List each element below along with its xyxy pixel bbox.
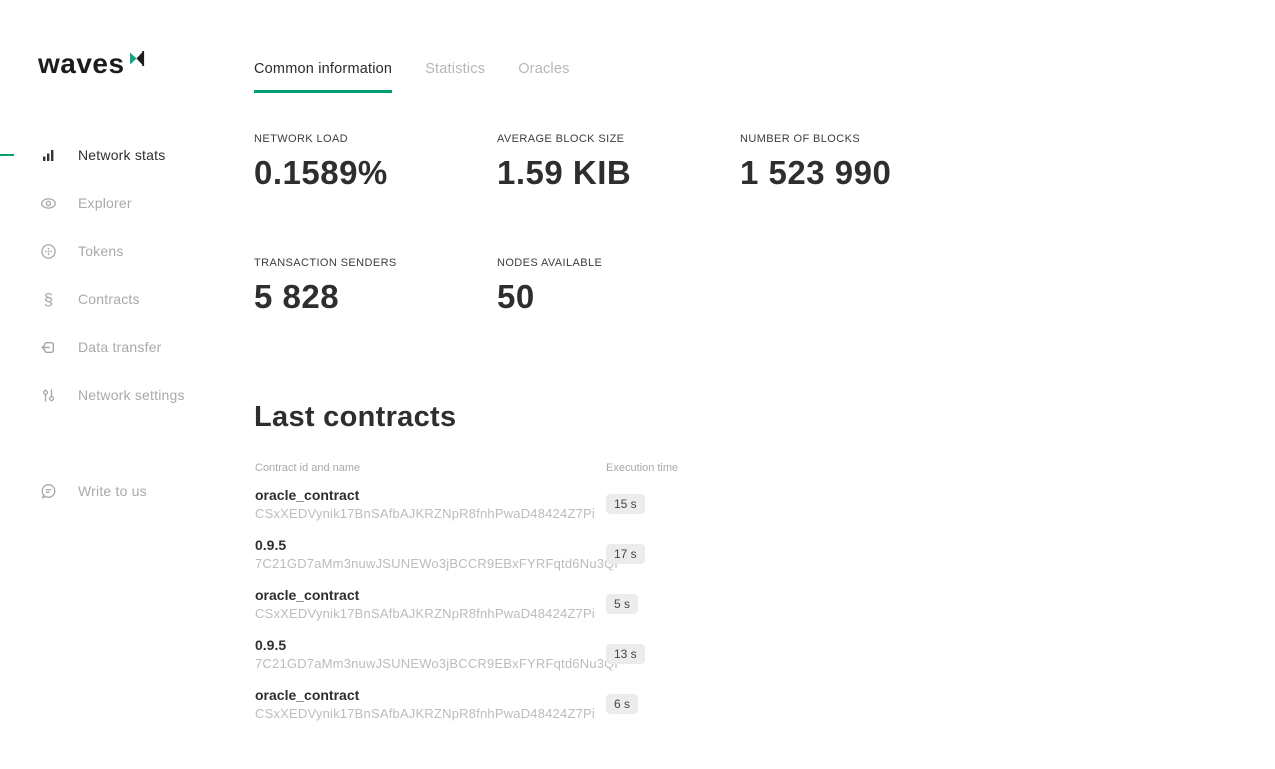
contract-row[interactable]: 0.9.5 7C21GD7aMm3nuwJSUNEWo3jBCCR9EBxFYR…: [255, 532, 725, 582]
execution-time-badge: 6 s: [606, 694, 639, 714]
contract-row[interactable]: 0.9.5 7C21GD7aMm3nuwJSUNEWo3jBCCR9EBxFYR…: [255, 632, 725, 682]
tab-oracles[interactable]: Oracles: [518, 61, 570, 77]
column-header-execution-time: Execution time: [606, 462, 679, 474]
last-contracts-title: Last contracts: [254, 401, 457, 433]
contract-name: oracle_contract: [255, 487, 360, 503]
sidebar-item-label: Write to us: [78, 483, 147, 499]
stat-number-of-blocks: NUMBER OF BLOCKS 1 523 990: [740, 133, 983, 192]
contract-id: CSxXEDVynik17BnSAfbAJKRZNpR8fnhPwaD48424…: [255, 706, 595, 721]
stat-value: 1.59 KIB: [497, 154, 632, 191]
contracts-table: oracle_contract CSxXEDVynik17BnSAfbAJKRZ…: [255, 482, 725, 732]
sidebar-item-network-settings[interactable]: Network settings: [0, 371, 254, 419]
contract-row[interactable]: oracle_contract CSxXEDVynik17BnSAfbAJKRZ…: [255, 482, 725, 532]
stat-value: 0.1589%: [254, 154, 388, 191]
sidebar-item-network-stats[interactable]: Network stats: [0, 131, 254, 179]
coin-icon: [40, 243, 57, 260]
stats-row-2: TRANSACTION SENDERS 5 828 NODES AVAILABL…: [254, 257, 740, 316]
waves-logo-icon: [129, 51, 145, 66]
contract-row[interactable]: oracle_contract CSxXEDVynik17BnSAfbAJKRZ…: [255, 682, 725, 732]
eye-icon: [40, 195, 57, 212]
contract-name: oracle_contract: [255, 587, 360, 603]
sidebar-item-label: Network settings: [78, 387, 185, 403]
stat-label: NODES AVAILABLE: [497, 257, 603, 269]
execution-time-badge: 13 s: [606, 644, 645, 664]
stat-value: 5 828: [254, 278, 340, 315]
tab-statistics[interactable]: Statistics: [425, 61, 486, 77]
sidebar-item-label: Tokens: [78, 243, 124, 259]
sliders-icon: [40, 387, 57, 404]
execution-time-badge: 17 s: [606, 544, 645, 564]
contracts-table-header: Contract id and name Execution time: [255, 462, 705, 474]
stat-value: 1 523 990: [740, 154, 892, 191]
contract-id: CSxXEDVynik17BnSAfbAJKRZNpR8fnhPwaD48424…: [255, 606, 595, 621]
contract-id: 7C21GD7aMm3nuwJSUNEWo3jBCCR9EBxFYRFqtd6N…: [255, 656, 620, 671]
sidebar-nav: Network stats Explorer Tokens: [0, 131, 254, 419]
contract-name: 0.9.5: [255, 637, 287, 653]
sidebar-item-explorer[interactable]: Explorer: [0, 179, 254, 227]
sidebar-item-tokens[interactable]: Tokens: [0, 227, 254, 275]
column-header-contract: Contract id and name: [255, 462, 361, 474]
stat-label: NETWORK LOAD: [254, 133, 349, 145]
sidebar-item-label: Network stats: [78, 147, 166, 163]
contract-name: oracle_contract: [255, 687, 360, 703]
contract-name: 0.9.5: [255, 537, 287, 553]
waves-logo[interactable]: waves: [38, 50, 145, 78]
contract-id: 7C21GD7aMm3nuwJSUNEWo3jBCCR9EBxFYRFqtd6N…: [255, 556, 620, 571]
contract-id: CSxXEDVynik17BnSAfbAJKRZNpR8fnhPwaD48424…: [255, 506, 595, 521]
waves-logo-text: waves: [38, 48, 125, 79]
stat-value: 50: [497, 278, 535, 315]
sidebar-footer: Write to us: [0, 467, 254, 515]
export-icon: [40, 339, 57, 356]
sidebar-item-label: Explorer: [78, 195, 132, 211]
stat-average-block-size: AVERAGE BLOCK SIZE 1.59 KIB: [497, 133, 740, 192]
page-tabs: Common information Statistics Oracles: [254, 61, 570, 93]
stat-label: AVERAGE BLOCK SIZE: [497, 133, 625, 145]
stats-row-1: NETWORK LOAD 0.1589% AVERAGE BLOCK SIZE …: [254, 133, 983, 192]
execution-time-badge: 15 s: [606, 494, 645, 514]
sidebar-item-label: Data transfer: [78, 339, 162, 355]
sidebar-item-data-transfer[interactable]: Data transfer: [0, 323, 254, 371]
stat-label: TRANSACTION SENDERS: [254, 257, 397, 269]
tab-common-information[interactable]: Common information: [254, 61, 393, 93]
section-sign-icon: §: [43, 289, 54, 309]
stat-transaction-senders: TRANSACTION SENDERS 5 828: [254, 257, 497, 316]
sidebar-item-contracts[interactable]: § Contracts: [0, 275, 254, 323]
stat-nodes-available: NODES AVAILABLE 50: [497, 257, 740, 316]
contract-row[interactable]: oracle_contract CSxXEDVynik17BnSAfbAJKRZ…: [255, 582, 725, 632]
active-item-indicator: [0, 154, 14, 156]
chat-icon: [40, 483, 57, 500]
stat-network-load: NETWORK LOAD 0.1589%: [254, 133, 497, 192]
sidebar-item-label: Contracts: [78, 291, 140, 307]
execution-time-badge: 5 s: [606, 594, 639, 614]
sidebar-item-write-to-us[interactable]: Write to us: [0, 467, 254, 515]
stat-label: NUMBER OF BLOCKS: [740, 133, 861, 145]
bar-chart-icon: [40, 147, 57, 164]
